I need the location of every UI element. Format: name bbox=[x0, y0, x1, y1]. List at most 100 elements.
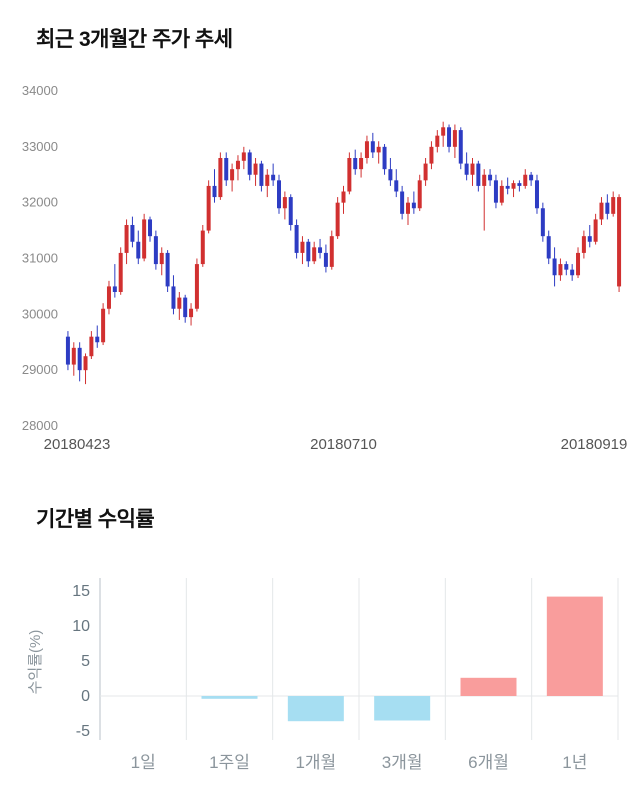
candle-body bbox=[452, 130, 457, 148]
candle-body bbox=[517, 183, 522, 187]
candle-body bbox=[95, 336, 100, 343]
candle-body bbox=[335, 202, 340, 237]
candle-body bbox=[288, 197, 293, 226]
candle-body bbox=[558, 264, 563, 276]
x-axis-tick-label: 20180710 bbox=[310, 436, 377, 453]
candle-body bbox=[376, 147, 381, 153]
candle-body bbox=[611, 197, 616, 215]
candle-body bbox=[271, 175, 276, 181]
candle-body bbox=[405, 202, 410, 215]
candle-body bbox=[593, 219, 598, 243]
return-bar bbox=[460, 677, 517, 696]
candle-body bbox=[534, 180, 539, 209]
candle-body bbox=[411, 202, 416, 209]
candle-body bbox=[552, 258, 557, 276]
candle-body bbox=[564, 264, 569, 270]
candle-body bbox=[124, 225, 129, 254]
price-candlestick-chart: 34000 33000 32000 31000 30000 29000 28000 20180… bbox=[22, 83, 628, 453]
x-axis-category-label: 6개월 bbox=[468, 753, 509, 772]
candle-body bbox=[359, 158, 364, 170]
candle-body bbox=[142, 219, 147, 259]
candle-body bbox=[523, 175, 528, 187]
candle-body bbox=[247, 152, 252, 176]
candle-body bbox=[417, 180, 422, 209]
candle-body bbox=[153, 236, 158, 265]
candle-body bbox=[282, 197, 287, 209]
candle-body bbox=[540, 208, 545, 237]
candle-body bbox=[312, 247, 317, 262]
returns-chart-title: 기간별 수익률 bbox=[36, 508, 155, 532]
candle-body bbox=[341, 191, 346, 203]
candle-body bbox=[511, 183, 516, 190]
price-chart-title: 최근 3개월간 주가 추세 bbox=[36, 28, 233, 51]
candle-body bbox=[529, 175, 534, 181]
candle-body bbox=[159, 253, 164, 265]
candle-body bbox=[423, 163, 428, 181]
y-axis-tick-label: 31000 bbox=[22, 251, 58, 266]
candle-body bbox=[112, 286, 117, 293]
candle-body bbox=[435, 135, 440, 148]
y-axis-tick-label: 30000 bbox=[22, 307, 58, 322]
candle-body bbox=[329, 236, 334, 268]
candle-body bbox=[400, 191, 405, 215]
candle-body bbox=[177, 297, 182, 310]
candle-body bbox=[605, 202, 610, 215]
y-axis-tick-label: 29000 bbox=[22, 362, 58, 377]
candle-body bbox=[347, 158, 352, 192]
candle-body bbox=[189, 309, 194, 318]
price-trend-section: 최근 3개월간 주가 추세 34000 33000 32000 31000 30000 2… bbox=[0, 26, 640, 454]
candle-body bbox=[482, 175, 487, 187]
return-bar bbox=[287, 695, 344, 721]
candle-body bbox=[212, 186, 217, 198]
candle-body bbox=[265, 175, 270, 187]
candle-body bbox=[458, 130, 463, 164]
candle-body bbox=[224, 158, 229, 181]
candle-body bbox=[148, 219, 153, 237]
y-axis-tick-label: 10 bbox=[72, 618, 90, 635]
candle-body bbox=[394, 180, 399, 192]
candle-body bbox=[183, 297, 188, 318]
y-axis-tick-label: 32000 bbox=[22, 195, 58, 210]
candle-body bbox=[493, 180, 498, 203]
y-axis-title: 수익률(%) bbox=[27, 629, 44, 694]
y-axis-tick-label: 28000 bbox=[22, 418, 58, 433]
candle-body bbox=[200, 230, 205, 265]
candle-body bbox=[441, 127, 446, 136]
candle-body bbox=[230, 169, 235, 181]
candle-body bbox=[370, 141, 375, 153]
candle-body bbox=[429, 147, 434, 164]
candle-body bbox=[464, 163, 469, 176]
candle-body bbox=[382, 147, 387, 170]
candle-body bbox=[388, 169, 393, 181]
candle-body bbox=[546, 236, 551, 259]
candle-body bbox=[599, 202, 604, 220]
candle-body bbox=[71, 348, 76, 365]
candle-body bbox=[171, 286, 176, 310]
x-axis-tick-label: 20180423 bbox=[44, 436, 111, 453]
candle-body bbox=[130, 225, 135, 243]
candle-body bbox=[259, 163, 264, 187]
return-bar bbox=[546, 596, 603, 696]
period-returns-section: 기간별 수익률 15 10 5 0 -5 수익률(%) 1일 1주일 1개월 3개월 6개월 1년 bbox=[0, 506, 640, 794]
candle-body bbox=[136, 242, 141, 259]
candle-body bbox=[277, 180, 282, 209]
candle-body bbox=[323, 253, 328, 268]
return-bar bbox=[201, 695, 258, 699]
candle-body bbox=[570, 269, 575, 276]
candle-body bbox=[488, 175, 493, 181]
candle-body bbox=[364, 141, 369, 159]
candle-body bbox=[499, 186, 504, 203]
x-axis-category-label: 1년 bbox=[562, 753, 587, 772]
candle-body bbox=[318, 247, 323, 254]
candle-body bbox=[89, 336, 94, 357]
candle-body bbox=[77, 348, 82, 371]
x-axis-category-label: 1개월 bbox=[295, 753, 336, 772]
candle-body bbox=[65, 336, 70, 365]
y-axis-tick-label: 34000 bbox=[22, 83, 58, 98]
y-axis-tick-label: -5 bbox=[76, 723, 90, 740]
x-axis-category-label: 3개월 bbox=[382, 753, 423, 772]
y-axis-tick-label: 33000 bbox=[22, 139, 58, 154]
candle-body bbox=[617, 197, 622, 287]
candle-body bbox=[306, 242, 311, 262]
y-axis-tick-label: 0 bbox=[81, 688, 90, 705]
